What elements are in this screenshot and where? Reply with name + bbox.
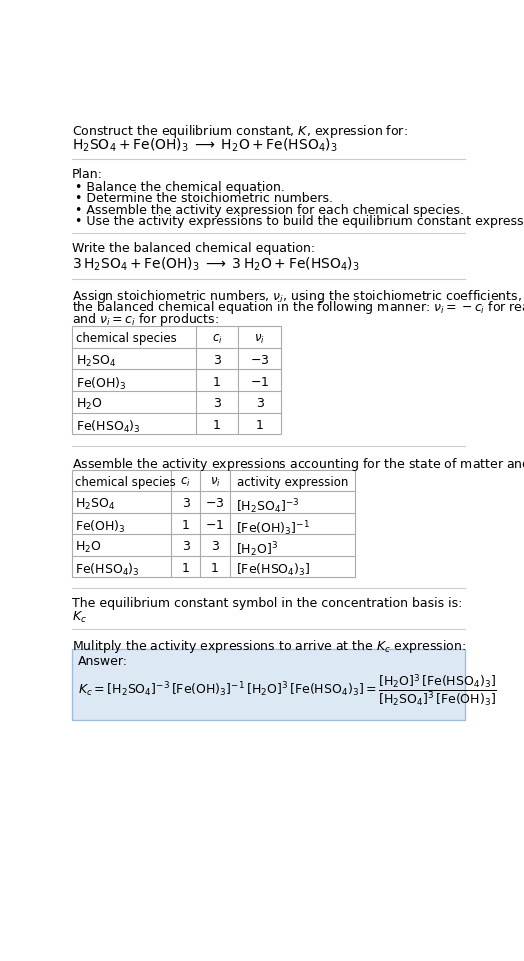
- Text: 1: 1: [182, 519, 190, 531]
- Text: Answer:: Answer:: [78, 655, 128, 668]
- Text: • Balance the chemical equation.: • Balance the chemical equation.: [75, 181, 285, 194]
- Text: chemical species: chemical species: [75, 476, 176, 489]
- Text: Construct the equilibrium constant, $K$, expression for:: Construct the equilibrium constant, $K$,…: [72, 123, 408, 140]
- Text: $\mathrm{H_2O}$: $\mathrm{H_2O}$: [77, 397, 103, 412]
- FancyBboxPatch shape: [72, 649, 465, 720]
- Text: $\nu_i$: $\nu_i$: [254, 333, 265, 346]
- Text: $-3$: $-3$: [250, 354, 269, 367]
- Text: $\mathrm{H_2SO_4 + Fe(OH)_3 \;\longrightarrow\; H_2O + Fe(HSO_4)_3}$: $\mathrm{H_2SO_4 + Fe(OH)_3 \;\longright…: [72, 136, 337, 154]
- Text: 3: 3: [213, 397, 221, 410]
- Text: $\mathrm{H_2SO_4}$: $\mathrm{H_2SO_4}$: [75, 497, 115, 512]
- Text: $\mathrm{H_2O}$: $\mathrm{H_2O}$: [75, 540, 101, 555]
- Text: $\mathrm{3\,H_2SO_4 + Fe(OH)_3 \;\longrightarrow\; 3\,H_2O + Fe(HSO_4)_3}$: $\mathrm{3\,H_2SO_4 + Fe(OH)_3 \;\longri…: [72, 256, 359, 273]
- Text: $[\mathrm{Fe(HSO_4)_3}]$: $[\mathrm{Fe(HSO_4)_3}]$: [236, 562, 311, 578]
- Text: 3: 3: [182, 497, 190, 510]
- Text: $\mathrm{H_2SO_4}$: $\mathrm{H_2SO_4}$: [77, 354, 117, 369]
- Text: The equilibrium constant symbol in the concentration basis is:: The equilibrium constant symbol in the c…: [72, 598, 462, 610]
- Text: activity expression: activity expression: [237, 476, 348, 489]
- Text: Plan:: Plan:: [72, 168, 103, 182]
- Text: • Use the activity expressions to build the equilibrium constant expression.: • Use the activity expressions to build …: [75, 215, 524, 229]
- Text: 1: 1: [213, 419, 221, 431]
- Text: • Determine the stoichiometric numbers.: • Determine the stoichiometric numbers.: [75, 192, 333, 206]
- Text: $K_c$: $K_c$: [72, 609, 86, 625]
- Text: Mulitply the activity expressions to arrive at the $K_c$ expression:: Mulitply the activity expressions to arr…: [72, 638, 466, 655]
- Text: 1: 1: [182, 562, 190, 575]
- Text: $K_c = [\mathrm{H_2SO_4}]^{-3}\,[\mathrm{Fe(OH)_3}]^{-1}\,[\mathrm{H_2O}]^{3}\,[: $K_c = [\mathrm{H_2SO_4}]^{-3}\,[\mathrm…: [78, 672, 497, 708]
- Text: $\mathrm{Fe(OH)_3}$: $\mathrm{Fe(OH)_3}$: [75, 519, 126, 535]
- Text: • Assemble the activity expression for each chemical species.: • Assemble the activity expression for e…: [75, 204, 464, 217]
- Text: $[\mathrm{H_2O}]^{3}$: $[\mathrm{H_2O}]^{3}$: [236, 540, 278, 559]
- FancyBboxPatch shape: [72, 470, 355, 578]
- Text: $c_i$: $c_i$: [212, 333, 222, 346]
- Text: $-1$: $-1$: [250, 376, 269, 388]
- Text: 1: 1: [256, 419, 264, 431]
- Text: $[\mathrm{H_2SO_4}]^{-3}$: $[\mathrm{H_2SO_4}]^{-3}$: [236, 497, 299, 516]
- Text: $[\mathrm{Fe(OH)_3}]^{-1}$: $[\mathrm{Fe(OH)_3}]^{-1}$: [236, 519, 310, 537]
- Text: 3: 3: [211, 540, 219, 554]
- Text: $-1$: $-1$: [205, 519, 225, 531]
- Text: $-3$: $-3$: [205, 497, 225, 510]
- Text: 1: 1: [211, 562, 219, 575]
- Text: Assign stoichiometric numbers, $\nu_i$, using the stoichiometric coefficients, $: Assign stoichiometric numbers, $\nu_i$, …: [72, 287, 524, 305]
- Text: $\mathrm{Fe(OH)_3}$: $\mathrm{Fe(OH)_3}$: [77, 376, 127, 392]
- Text: chemical species: chemical species: [77, 333, 177, 345]
- Text: Write the balanced chemical equation:: Write the balanced chemical equation:: [72, 242, 315, 256]
- Text: 3: 3: [256, 397, 264, 410]
- Text: $\mathrm{Fe(HSO_4)_3}$: $\mathrm{Fe(HSO_4)_3}$: [77, 419, 141, 434]
- Text: 1: 1: [213, 376, 221, 388]
- FancyBboxPatch shape: [72, 327, 281, 434]
- Text: Assemble the activity expressions accounting for the state of matter and $\nu_i$: Assemble the activity expressions accoun…: [72, 456, 524, 473]
- Text: $\nu_i$: $\nu_i$: [210, 476, 221, 489]
- Text: and $\nu_i = c_i$ for products:: and $\nu_i = c_i$ for products:: [72, 311, 219, 328]
- Text: 3: 3: [182, 540, 190, 554]
- Text: $c_i$: $c_i$: [180, 476, 191, 489]
- Text: the balanced chemical equation in the following manner: $\nu_i = -c_i$ for react: the balanced chemical equation in the fo…: [72, 299, 524, 316]
- Text: 3: 3: [213, 354, 221, 367]
- Text: $\mathrm{Fe(HSO_4)_3}$: $\mathrm{Fe(HSO_4)_3}$: [75, 562, 139, 578]
